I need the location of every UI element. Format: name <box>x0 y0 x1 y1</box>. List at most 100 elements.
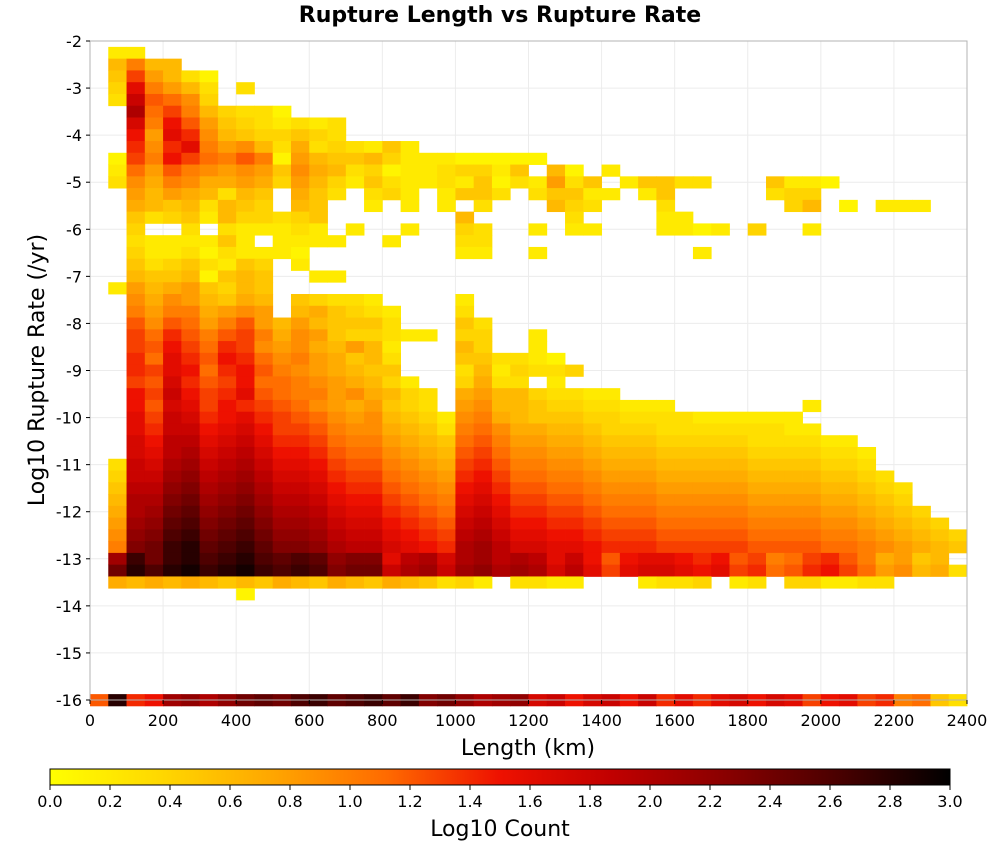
heatmap-cell <box>126 435 146 448</box>
heatmap-cell <box>839 435 858 448</box>
heatmap-cell <box>747 517 767 530</box>
heatmap-cell <box>802 199 822 213</box>
heatmap-cell <box>638 446 657 460</box>
heatmap-cell <box>766 470 785 483</box>
heatmap-cell <box>455 399 475 413</box>
heatmap-cell <box>418 329 438 342</box>
heatmap-cell <box>217 341 237 354</box>
heatmap-cell <box>802 529 822 542</box>
heatmap-cell <box>254 141 274 154</box>
heatmap-cell <box>656 458 676 471</box>
heatmap-cell <box>437 176 456 189</box>
heatmap-cell <box>565 164 584 177</box>
heatmap-cell <box>199 552 219 566</box>
heatmap-cell <box>181 505 201 518</box>
heatmap-cell <box>126 482 146 495</box>
heatmap-cell <box>619 541 639 554</box>
heatmap-cell <box>565 576 584 589</box>
heatmap-cell <box>199 70 219 83</box>
heatmap-cell <box>766 423 785 436</box>
heatmap-cell <box>309 470 328 483</box>
heatmap-cell <box>473 541 493 554</box>
y-tick-label: -5 <box>66 173 82 192</box>
heatmap-cell <box>236 505 255 518</box>
heatmap-cell <box>345 505 365 518</box>
heatmap-cell <box>418 458 438 471</box>
heatmap-cell <box>784 517 803 530</box>
heatmap-cell <box>144 329 164 342</box>
heatmap-cell <box>236 446 255 460</box>
heatmap-cell <box>711 529 730 542</box>
heatmap-cell <box>290 576 310 589</box>
heatmap-cell <box>272 246 292 260</box>
heatmap-cell <box>601 188 621 201</box>
heatmap-cell <box>144 517 164 530</box>
heatmap-cell <box>912 529 931 542</box>
heatmap-cell <box>199 482 219 495</box>
heatmap-cell <box>766 552 785 566</box>
heatmap-cell <box>272 576 292 589</box>
heatmap-cell <box>327 458 347 471</box>
heatmap-cell <box>181 294 201 307</box>
heatmap-cell <box>144 164 164 177</box>
heatmap-cell <box>382 376 401 389</box>
heatmap-cell <box>309 223 328 236</box>
heatmap-cell <box>418 423 438 436</box>
heatmap-cell <box>144 494 164 507</box>
heatmap-cell <box>455 576 475 589</box>
heatmap-cell <box>619 176 639 189</box>
heatmap-cell <box>163 446 182 460</box>
heatmap-cell <box>108 494 127 507</box>
x-tick-label: 1000 <box>435 711 476 730</box>
heatmap-cell <box>619 482 639 495</box>
heatmap-cell <box>638 435 657 448</box>
heatmap-cell <box>546 505 566 518</box>
heatmap-cell <box>546 411 566 424</box>
heatmap-cell <box>364 482 383 495</box>
heatmap-cell <box>729 423 749 436</box>
heatmap-cell <box>236 576 255 589</box>
heatmap-cell <box>181 564 201 577</box>
heatmap-cell <box>857 529 877 542</box>
heatmap-cell <box>254 258 274 271</box>
heatmap-cell <box>400 141 420 154</box>
heatmap-cell <box>583 470 602 483</box>
heatmap-cell <box>491 494 511 507</box>
heatmap-cell <box>400 388 420 401</box>
heatmap-cell <box>327 411 347 424</box>
heatmap-cell <box>437 529 456 542</box>
heatmap-cell <box>601 494 621 507</box>
heatmap-cell <box>638 176 657 189</box>
heatmap-cell <box>236 541 255 554</box>
heatmap-cell <box>327 564 347 577</box>
x-tick-label: 800 <box>367 711 398 730</box>
heatmap-cell <box>875 199 895 213</box>
heatmap-cell <box>510 176 529 189</box>
heatmap-cell <box>510 482 529 495</box>
heatmap-cell <box>199 458 219 471</box>
heatmap-cell <box>199 117 219 130</box>
heatmap-cell <box>692 576 712 589</box>
heatmap-cell <box>236 470 255 483</box>
heatmap-cell <box>345 446 365 460</box>
heatmap-cell <box>217 494 237 507</box>
heatmap-cell <box>510 376 529 389</box>
heatmap-cell <box>857 564 877 577</box>
heatmap-cell <box>528 446 548 460</box>
heatmap-cell <box>217 364 237 377</box>
heatmap-cell <box>784 446 803 460</box>
heatmap-cell <box>217 576 237 589</box>
heatmap-cell <box>382 458 401 471</box>
heatmap-cell <box>802 505 822 518</box>
heatmap-cell <box>144 117 164 130</box>
heatmap-cell <box>345 411 365 424</box>
heatmap-cell <box>217 505 237 518</box>
heatmap-cell <box>290 164 310 177</box>
heatmap-cell <box>126 329 146 342</box>
heatmap-cell <box>163 129 182 142</box>
heatmap-cell <box>692 470 712 483</box>
heatmap-cell <box>236 223 255 236</box>
heatmap-cell <box>126 82 146 95</box>
heatmap-cell <box>437 164 456 177</box>
heatmap-cell <box>309 176 328 189</box>
